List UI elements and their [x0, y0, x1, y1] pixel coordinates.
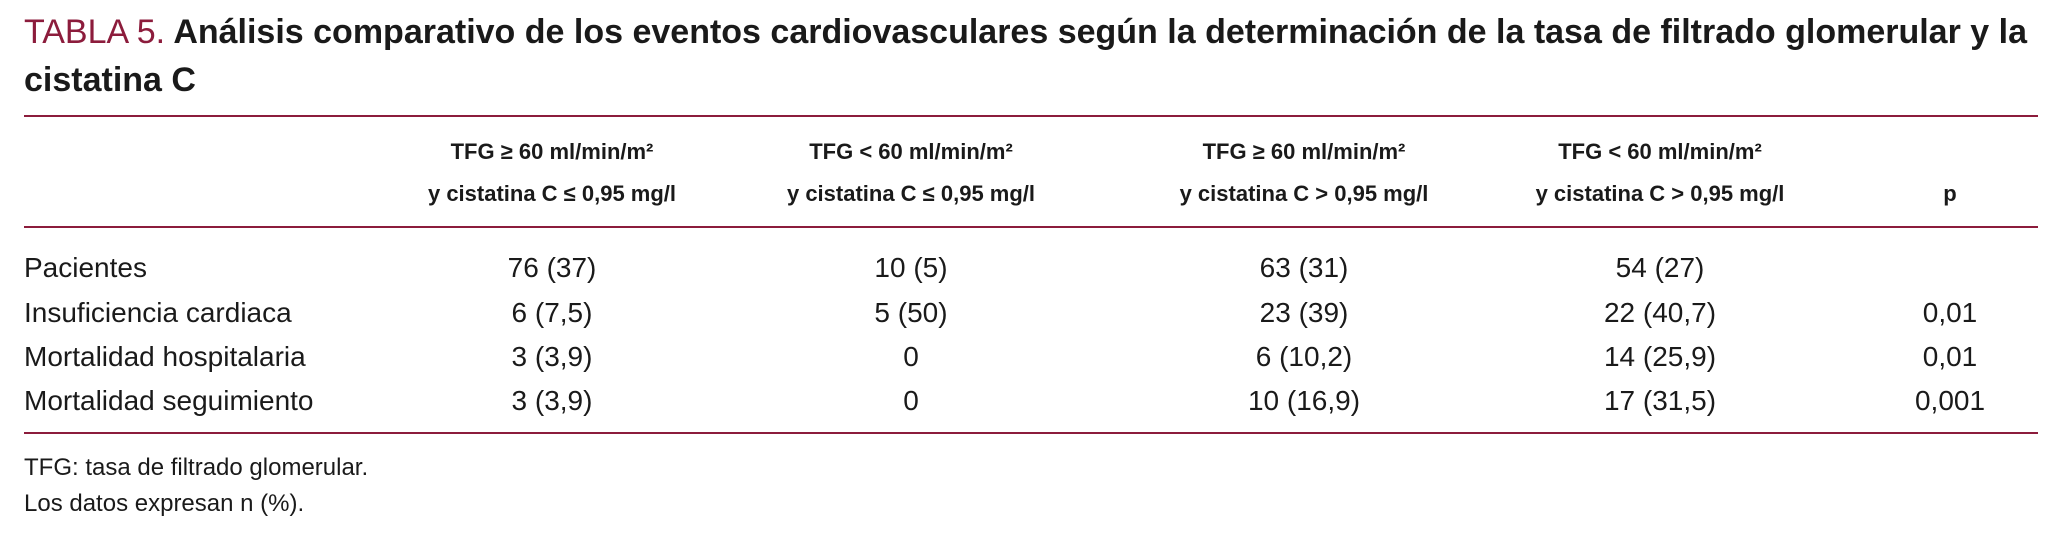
row-label: Insuficiencia cardiaca [24, 297, 292, 328]
cell: 6 (7,5) [511, 297, 593, 328]
cell: 14 (25,9) [1603, 341, 1717, 372]
cell: 54 (27) [1615, 252, 1705, 283]
cell: 6 (10,2) [1255, 341, 1353, 372]
row-label: Pacientes [24, 252, 147, 283]
title: TABLA 5. Análisis comparativo de los eve… [24, 8, 2034, 104]
rule [24, 115, 2038, 117]
column-header: y cistatina C ≤ 0,95 mg/l [786, 181, 1036, 206]
cell: 5 (50) [874, 297, 948, 328]
title-label: TABLA 5. [24, 13, 166, 51]
column-header: TFG ≥ 60 ml/min/m² [450, 139, 654, 164]
footnote: Los datos expresan n (%). [24, 490, 305, 517]
cell: 0,01 [1922, 297, 1978, 328]
column-header: p [1943, 181, 1957, 206]
column-header: y cistatina C ≤ 0,95 mg/l [427, 181, 677, 206]
cell: 76 (37) [507, 252, 597, 283]
column-header: TFG < 60 ml/min/m² [809, 139, 1013, 164]
cell: 3 (3,9) [511, 341, 593, 372]
cell: 3 (3,9) [511, 385, 593, 416]
column-header: y cistatina C > 0,95 mg/l [1535, 181, 1785, 206]
cell: 0,001 [1914, 385, 1986, 416]
cell: 0 [903, 385, 919, 416]
cell: 0 [903, 341, 919, 372]
title-text: Análisis comparativo de los eventos card… [24, 13, 2027, 99]
cell: 23 (39) [1259, 297, 1349, 328]
row-label: Mortalidad hospitalaria [24, 341, 306, 372]
row-label: Mortalidad seguimiento [24, 385, 314, 416]
cell: 10 (5) [874, 252, 948, 283]
column-header: TFG ≥ 60 ml/min/m² [1202, 139, 1406, 164]
column-header: TFG < 60 ml/min/m² [1558, 139, 1762, 164]
cell: 17 (31,5) [1603, 385, 1717, 416]
footnote: TFG: tasa de filtrado glomerular. [24, 454, 369, 481]
rule [24, 432, 2038, 434]
cell: 63 (31) [1259, 252, 1349, 283]
column-header: y cistatina C > 0,95 mg/l [1179, 181, 1429, 206]
rule [24, 226, 2038, 228]
cell: 0,01 [1922, 341, 1978, 372]
cell: 22 (40,7) [1603, 297, 1717, 328]
cell: 10 (16,9) [1247, 385, 1361, 416]
